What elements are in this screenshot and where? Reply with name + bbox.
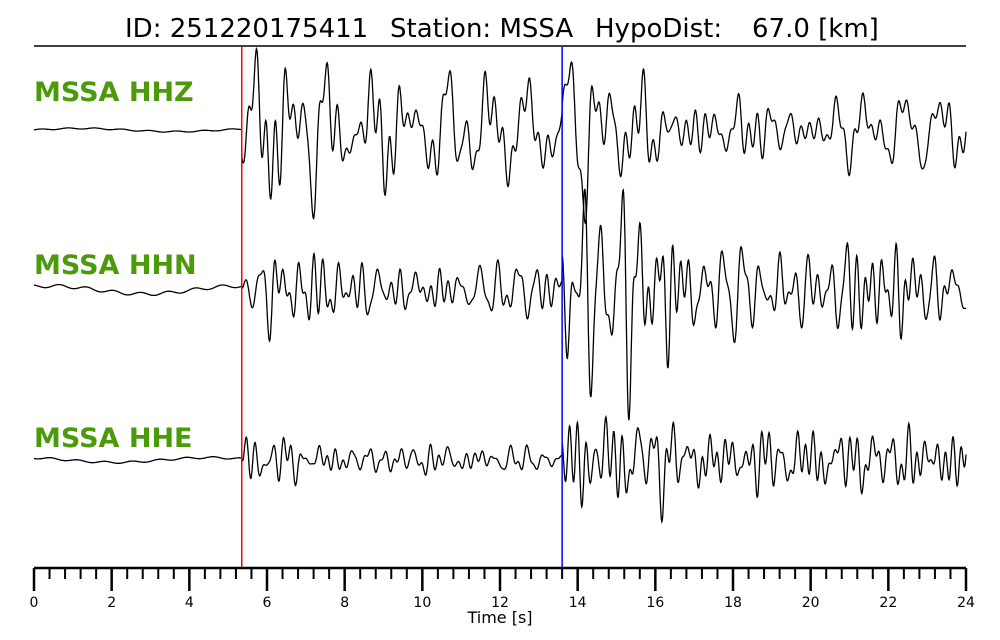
tick-label: 12 [491,595,509,611]
tick-label: 16 [646,595,664,611]
channel-label-mssa-hhn: MSSA HHN [34,250,197,281]
time-axis: 0 2 4 6 8 10 12 14 16 18 20 22 24 [30,566,975,611]
event-id: ID: 251220175411 [125,14,368,44]
trace-mssa-hhn [34,188,967,421]
tick-label: 4 [185,595,194,611]
channel-label-mssa-hhe: MSSA HHE [34,423,192,454]
tick-label: 2 [107,595,116,611]
tick-label: 18 [724,595,742,611]
hypo-dist-value: 67.0 [km] [752,14,879,44]
tick-label: 24 [957,595,975,611]
tick-label: 22 [879,595,897,611]
phase-picks [241,47,563,567]
tick-label: 0 [30,595,39,611]
x-axis-label: Time [s] [466,608,532,627]
tick-label: 20 [802,595,820,611]
chart-title: ID: 251220175411 Station: MSSA HypoDist:… [125,14,879,44]
channel-labels: MSSA HHZ MSSA HHN MSSA HHE [34,77,197,454]
channel-label-mssa-hhz: MSSA HHZ [34,77,194,108]
station-name: Station: MSSA [390,14,573,44]
tick-label: 6 [263,595,272,611]
hypo-dist-label: HypoDist: [595,14,722,44]
trace-mssa-hhz [33,46,967,225]
tick-label: 8 [340,595,349,611]
waveform-traces [33,46,967,524]
tick-label: 14 [569,595,587,611]
tick-label: 10 [413,595,431,611]
trace-mssa-hhe [33,414,967,524]
